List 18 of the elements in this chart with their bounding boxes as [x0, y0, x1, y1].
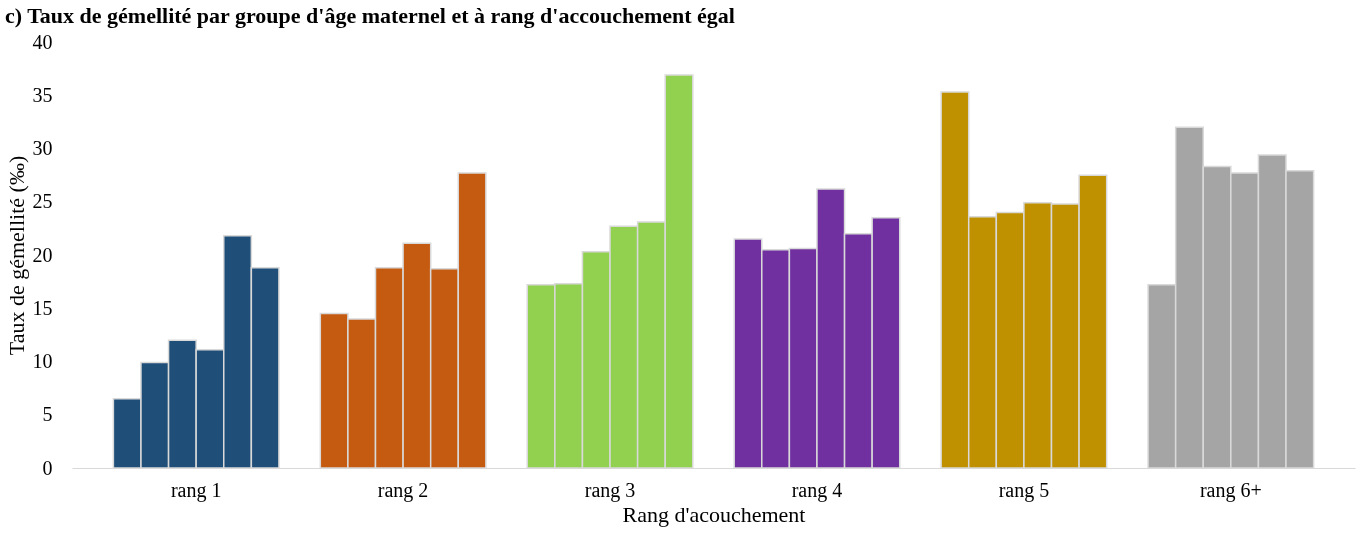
x-tick-label: rang 5	[998, 478, 1050, 502]
x-tick-label: rang 1	[170, 478, 222, 502]
y-axis-title: Taux de gémellité (‰)	[3, 155, 29, 356]
y-tick-label: 40	[32, 30, 53, 53]
y-tick-label: 30	[32, 137, 53, 159]
x-tick-label: rang 3	[584, 478, 636, 502]
x-axis-title: Rang d'acouchement	[622, 501, 806, 527]
chart-title: c) Taux de gémellité par groupe d'âge maternel et à rang d'accouchement égal	[5, 3, 735, 28]
y-tick-label: 25	[32, 190, 53, 213]
x-tick-label: rang 2	[377, 478, 429, 502]
y-tick-label: 10	[32, 350, 53, 372]
x-tick-label: rang 4	[791, 478, 843, 502]
y-tick-label: 35	[32, 83, 53, 106]
y-tick-label: 0	[42, 456, 53, 479]
y-tick-label: 20	[32, 243, 53, 266]
y-tick-label: 5	[42, 403, 53, 426]
y-tick-label: 15	[32, 296, 53, 319]
x-tick-label: rang 6+	[1199, 478, 1262, 502]
